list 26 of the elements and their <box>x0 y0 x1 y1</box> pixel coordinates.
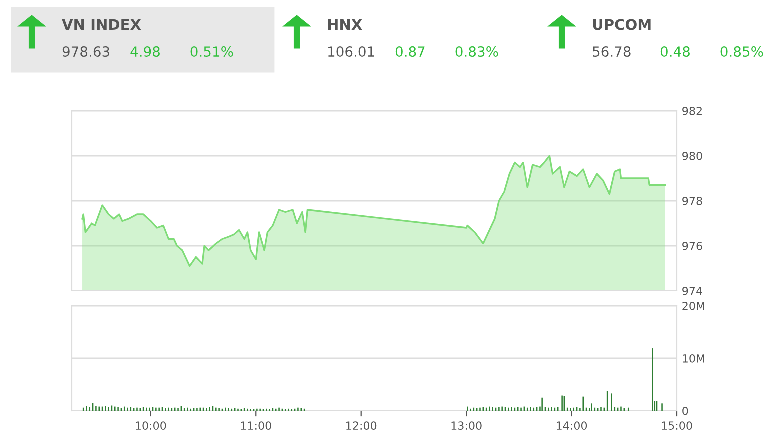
x-tick-label: 10:00 <box>136 422 166 430</box>
y-tick-label: 974 <box>682 286 702 296</box>
y-tick-label: 0 <box>682 406 688 416</box>
text: VN INDEX <box>62 19 142 30</box>
y-tick-label: 980 <box>682 152 702 160</box>
text: 978.63 <box>62 46 110 58</box>
text: 0.51% <box>190 46 234 58</box>
text: 56.78 <box>593 46 631 58</box>
text: 0.48 <box>660 46 690 58</box>
text: UPCOM <box>593 19 651 30</box>
y-tick-label: 20M <box>682 302 704 310</box>
y-tick-label: 982 <box>682 106 702 116</box>
text: HNX <box>328 19 362 30</box>
x-tick-label: 11:00 <box>241 422 272 430</box>
text: 4.98 <box>130 46 160 58</box>
x-tick-label: 14:00 <box>556 422 588 430</box>
text: 0.85% <box>720 46 764 58</box>
x-tick-label: 15:00 <box>662 422 692 430</box>
text: 0.83% <box>456 46 498 58</box>
text: 0.87 <box>396 46 425 58</box>
y-tick-label: 976 <box>682 242 702 250</box>
y-tick-label: 978 <box>682 196 702 206</box>
x-tick-label: 13:00 <box>452 422 482 430</box>
text: 106.01 <box>328 46 374 58</box>
x-tick-label: 12:00 <box>346 422 377 430</box>
y-tick-label: 10M <box>683 354 704 363</box>
